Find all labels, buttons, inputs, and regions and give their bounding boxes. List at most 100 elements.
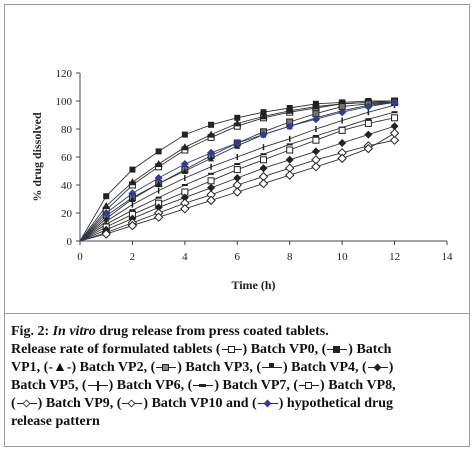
data-point-series-11	[311, 115, 320, 124]
x-tick-label: 2	[130, 251, 136, 263]
diamond-open-symbol-icon	[16, 399, 38, 409]
caption-line-5: () Batch VP9, () Batch VP10 and () hypot…	[11, 395, 467, 413]
release-intro: Release rate of formulated tablets (	[11, 342, 221, 357]
data-point-series-11	[233, 139, 242, 147]
data-point-series-6	[234, 163, 241, 165]
y-tick-label: 80	[61, 124, 73, 136]
y-tick-label: 0	[67, 236, 73, 248]
data-point-series-4	[181, 168, 188, 174]
data-point-series-10	[389, 128, 400, 138]
data-point-series-1	[155, 148, 162, 155]
fig-label: Fig. 2:	[11, 324, 50, 339]
y-tick-label: 100	[56, 96, 73, 108]
data-point-series-4	[155, 180, 162, 187]
chart-box: 0 20 40 60 80 100 120 0 2 4 6 8 10 12 14 Time (h) % drug…	[5, 5, 469, 314]
square-filled-symbol-icon	[326, 345, 348, 355]
square-plus-symbol-icon	[298, 381, 320, 391]
data-point-series-7	[233, 166, 241, 174]
caption-line-1: Fig. 2: In vitro drug release from press…	[11, 323, 467, 341]
data-point-series-7	[312, 136, 320, 144]
data-point-series-1	[129, 166, 136, 173]
diamond-blue-symbol-icon	[257, 399, 279, 409]
data-point-series-10	[206, 195, 216, 206]
y-tick-label: 40	[61, 180, 73, 192]
legend-text-vp9a: (	[11, 396, 16, 411]
data-point-series-6	[286, 143, 293, 146]
data-point-series-11	[102, 209, 111, 217]
release-chart: 0 20 40 60 80 100 120 0 2 4 6 8 10 12 14 Time (h) % drug…	[30, 68, 453, 292]
legend-text-vp8: ) Batch VP8,	[320, 378, 396, 393]
data-point-series-7	[260, 156, 267, 164]
data-point-series-10	[258, 178, 269, 189]
legend-text-vp9: ) Batch VP9, (	[37, 396, 122, 411]
legend-text-vp4: ) Batch VP4, (	[282, 360, 367, 375]
x-tick-label: 12	[389, 251, 400, 263]
data-point-series-10	[232, 187, 242, 197]
caption-line-2: Release rate of formulated tablets ( ) Ba…	[11, 341, 467, 359]
caption-line-6: release pattern	[11, 413, 467, 431]
legend-text-vp1b: VP1, (-▲-) Batch VP2, (	[11, 360, 156, 375]
data-point-series-6	[155, 196, 162, 199]
y-axis-title: % drug dissolved	[30, 112, 44, 202]
legend-text-hypothetical: ) hypothetical drug	[278, 396, 394, 411]
data-point-series-8	[338, 139, 347, 147]
y-tick-label: 60	[61, 152, 73, 164]
x-tick-label: 10	[337, 251, 349, 263]
data-point-series-6	[391, 111, 398, 114]
data-point-series-8	[364, 130, 373, 139]
data-point-series-2	[128, 178, 137, 186]
data-point-series-2	[207, 130, 216, 138]
data-point-series-8	[285, 155, 294, 164]
data-point-series-7	[338, 126, 346, 134]
data-point-series-8	[180, 193, 189, 202]
data-point-series-6	[129, 209, 136, 212]
data-point-series-10	[101, 229, 111, 239]
data-point-series-4	[129, 196, 136, 202]
data-point-series-8	[390, 122, 399, 131]
dash-symbol-icon	[192, 381, 214, 391]
legend-text-vp6: ) Batch VP6, (	[108, 378, 193, 393]
data-point-series-2	[285, 106, 294, 114]
data-point-series-9	[389, 135, 400, 145]
y-tick-label: 20	[61, 208, 73, 220]
data-point-series-11	[180, 160, 189, 168]
diamond-open-symbol-icon	[121, 399, 143, 409]
data-point-series-4	[208, 155, 215, 162]
data-point-series-10	[363, 143, 374, 154]
data-point-series-2	[154, 160, 163, 167]
legend-text-vp3: ) Batch VP3, (	[177, 360, 261, 375]
data-point-series-11	[207, 148, 216, 157]
fig-title: drug release from press coated tablets.	[99, 324, 329, 339]
data-point-series-11	[338, 108, 347, 117]
data-point-series-6	[312, 135, 319, 137]
legend-text-vp1a: ) Batch	[348, 342, 392, 357]
data-point-series-6	[365, 118, 372, 121]
data-point-series-11	[259, 130, 268, 139]
data-point-series-10	[153, 212, 164, 222]
data-point-series-2	[311, 102, 320, 110]
y-tick-label: 120	[56, 68, 73, 80]
data-point-series-8	[207, 183, 216, 192]
data-point-series-10	[127, 220, 138, 231]
data-point-series-1	[234, 114, 241, 121]
x-tick-label: 4	[182, 251, 188, 263]
data-point-series-2	[102, 202, 111, 209]
x-axis-title: Time (h)	[231, 278, 275, 292]
figure-panel: 0 20 40 60 80 100 120 0 2 4 6 8 10 12 14 Time (h) % drug…	[4, 4, 470, 447]
data-point-series-11	[154, 174, 163, 182]
data-point-series-10	[337, 153, 347, 164]
data-point-series-7	[391, 114, 399, 122]
data-point-series-11	[364, 102, 373, 111]
legend-text-vp7: ) Batch VP7, (	[214, 378, 299, 393]
square-open-symbol-icon	[221, 345, 243, 355]
legend-text-last: release pattern	[11, 414, 100, 429]
figure-caption: Fig. 2: In vitro drug release from press…	[11, 323, 467, 431]
data-point-series-2	[233, 119, 242, 127]
legend-text-vp0: ) Batch VP0, (	[242, 342, 327, 357]
data-point-series-10	[180, 204, 190, 214]
data-point-series-1	[208, 121, 215, 128]
x-tick-label: 0	[77, 251, 83, 263]
data-point-series-10	[311, 162, 321, 172]
star-symbol-icon	[261, 362, 283, 373]
data-point-series-11	[128, 189, 137, 198]
